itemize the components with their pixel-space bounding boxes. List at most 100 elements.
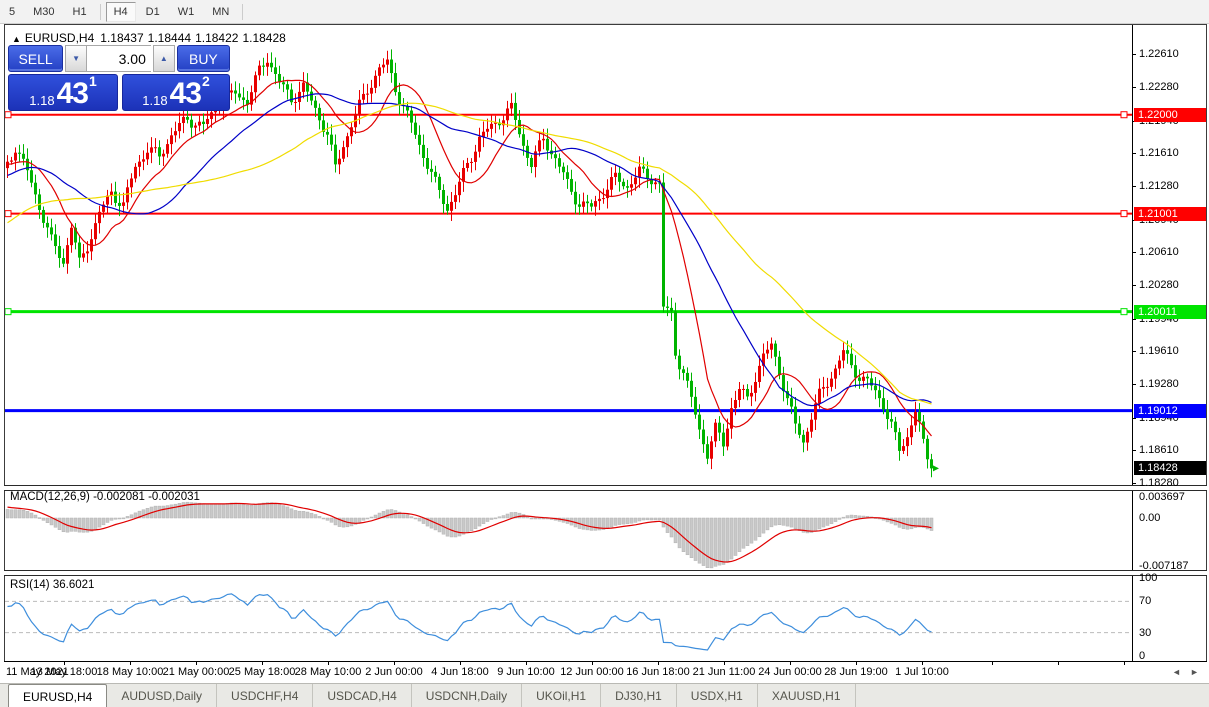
candle-body (482, 131, 485, 137)
candle-body (410, 110, 413, 123)
macd-histogram-bar (477, 517, 482, 527)
candle-body (930, 459, 933, 469)
volume-decrease-button[interactable]: ▼ (65, 45, 88, 72)
macd-histogram-bar (741, 517, 746, 549)
candle-body (414, 122, 417, 135)
collapse-arrow-icon[interactable]: ▲ (12, 34, 21, 44)
macd-histogram-bar (241, 503, 246, 519)
macd-histogram-bar (185, 501, 190, 519)
buy-price-display[interactable]: 1.18 43 2 (122, 73, 230, 111)
candle-body (814, 403, 817, 420)
volume-increase-button[interactable]: ▲ (152, 45, 175, 72)
hline-price-badge: 1.20011 (1134, 304, 1206, 319)
candle-body (86, 251, 89, 254)
hline-handle[interactable] (5, 111, 12, 119)
macd-histogram-bar (537, 517, 542, 520)
sell-button[interactable]: SELL (8, 45, 64, 72)
chart-tab-usdcnh[interactable]: USDCNH,Daily (412, 684, 523, 707)
macd-histogram-bar (293, 510, 298, 519)
timeframe-button-d1[interactable]: D1 (145, 5, 160, 18)
candle-body (818, 388, 821, 404)
chart-tab-audusd[interactable]: AUDUSD,Daily (107, 684, 218, 707)
macd-histogram-bar (917, 517, 922, 528)
hline-handle[interactable] (1120, 210, 1128, 218)
candle-body (318, 107, 321, 121)
sell-price-pip: 1 (88, 73, 97, 89)
candle-body (162, 153, 165, 157)
candle-body (446, 203, 449, 211)
candle-body (486, 128, 489, 132)
chart-tab-dj30[interactable]: DJ30,H1 (601, 684, 677, 707)
candle-body (626, 186, 629, 188)
candle-body (770, 343, 773, 350)
macd-histogram-bar (161, 505, 166, 519)
chart-tab-ukoil[interactable]: UKOil,H1 (522, 684, 602, 707)
chart-tab-usdchf[interactable]: USDCHF,H4 (217, 684, 314, 707)
macd-panel-splitter[interactable] (4, 485, 1207, 491)
candle-body (94, 223, 97, 240)
macd-histogram-bar (225, 503, 230, 519)
buy-button[interactable]: BUY (176, 45, 230, 72)
macd-histogram-bar (805, 517, 810, 534)
timeframe-button-h4[interactable]: H4 (105, 1, 136, 22)
macd-histogram-bar (789, 517, 794, 528)
macd-histogram-bar (377, 512, 382, 519)
chart-scroll-left-icon[interactable]: ◄ (1172, 667, 1181, 677)
candle-body (262, 65, 265, 67)
candle-body (26, 158, 29, 171)
candle-body (754, 381, 757, 393)
hline-handle[interactable] (5, 210, 12, 218)
candle-body (454, 195, 457, 202)
macd-signal-line (7, 502, 932, 563)
candle-body (834, 368, 837, 379)
macd-histogram-bar (905, 517, 910, 530)
macd-histogram-bar (601, 517, 606, 530)
ohlc-high: 1.18444 (147, 31, 192, 45)
sell-price-display[interactable]: 1.18 43 1 (8, 73, 118, 111)
toolbar-separator (242, 3, 244, 20)
macd-histogram-bar (81, 517, 86, 533)
candle-body (66, 245, 69, 264)
timeframe-button-mn[interactable]: MN (212, 5, 230, 18)
candle-body (62, 257, 65, 264)
macd-histogram-bar (189, 502, 194, 519)
chart-tab-xauusd[interactable]: XAUUSD,H1 (758, 684, 856, 707)
candle-body (182, 116, 185, 124)
macd-histogram-bar (717, 517, 722, 566)
chart-tab-eurusd[interactable]: EURUSD,H4 (8, 684, 108, 707)
candle-body (870, 378, 873, 386)
hline-handle[interactable] (1120, 111, 1128, 119)
macd-label: MACD(12,26,9) -0.002081 -0.002031 (10, 491, 200, 503)
macd-histogram-bar (353, 517, 358, 525)
macd-histogram-bar (853, 515, 858, 519)
hline-handle[interactable] (1120, 308, 1128, 316)
macd-histogram-bar (109, 517, 114, 521)
chart-scroll-right-icon[interactable]: ► (1190, 667, 1199, 677)
candle-body (686, 372, 689, 381)
candle-body (562, 166, 565, 173)
timeframe-button-w1[interactable]: W1 (177, 5, 195, 18)
candle-body (458, 181, 461, 196)
candle-body (594, 201, 597, 207)
hline-handle[interactable] (5, 308, 12, 316)
chart-tab-usdx[interactable]: USDX,H1 (677, 684, 758, 707)
timeframe-button-h1[interactable]: H1 (72, 5, 87, 18)
candle-body (58, 246, 61, 258)
candle-body (922, 421, 925, 439)
candle-body (274, 67, 277, 74)
candle-body (746, 388, 749, 397)
candle-body (506, 108, 509, 121)
candle-body (238, 93, 241, 98)
macd-histogram-bar (701, 517, 706, 566)
macd-histogram-bar (657, 517, 662, 521)
timeframe-button-m30[interactable]: M30 (33, 5, 55, 18)
volume-input[interactable]: 3.00 (87, 45, 151, 72)
time-axis-tick (394, 662, 395, 665)
price-axis-tick (1132, 252, 1136, 254)
candle-body (618, 172, 621, 182)
timeframe-button-5[interactable]: 5 (9, 5, 16, 18)
macd-histogram-bar (285, 506, 290, 519)
rsi-panel-splitter[interactable] (4, 570, 1207, 576)
chart-tab-usdcad[interactable]: USDCAD,H4 (313, 684, 412, 707)
